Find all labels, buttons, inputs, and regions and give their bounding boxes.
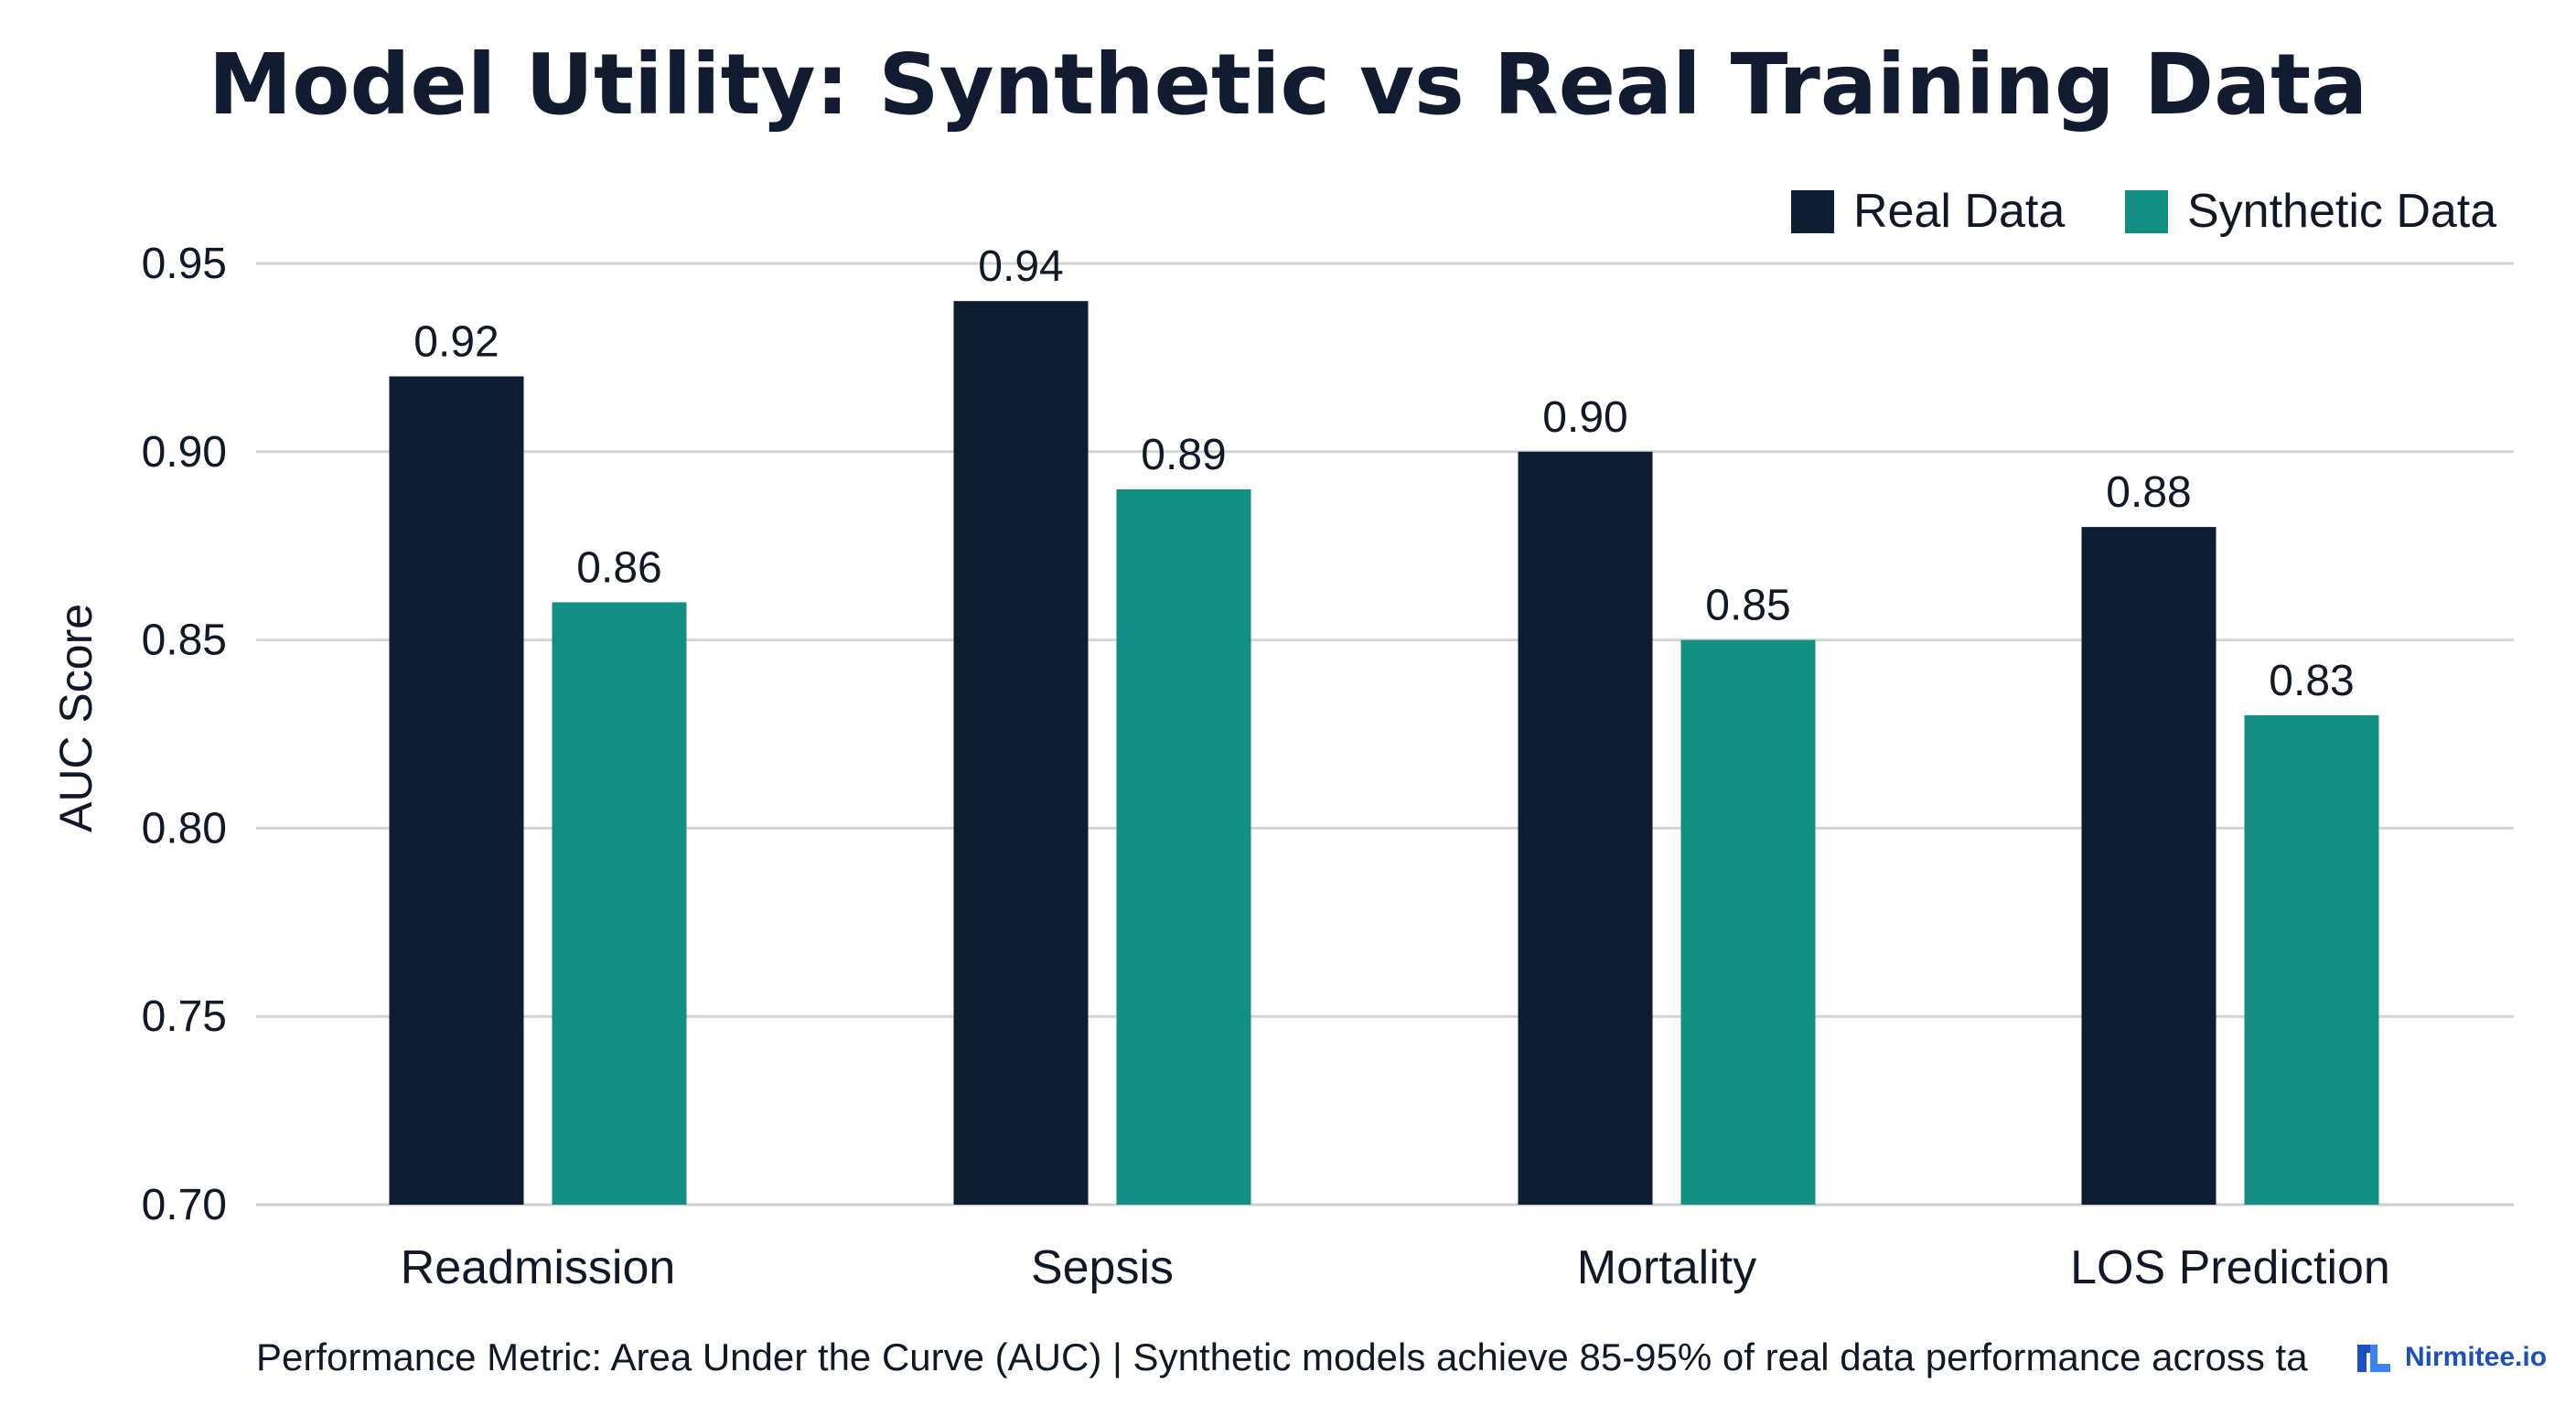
y-tick-label: 0.95 [142,240,227,288]
y-axis-label: AUC Score [50,604,102,832]
brand[interactable]: Nirmitee.io [2356,1328,2547,1387]
y-tick-label: 0.90 [142,428,227,477]
bar [2244,714,2379,1205]
footer-note: Performance Metric: Area Under the Curve… [256,1335,2308,1378]
bar [1116,488,1251,1205]
data-label: 0.83 [2269,657,2354,705]
nirmitee-logo-icon [2357,1345,2390,1372]
data-label: 0.94 [978,242,1063,291]
y-tick-label: 0.75 [142,992,227,1041]
y-tick-label: 0.80 [142,804,227,853]
bar [389,376,524,1206]
category-label: LOS Prediction [2070,1241,2390,1294]
legend-swatch [2125,190,2168,233]
data-label: 0.85 [1705,582,1790,630]
legend-label: Real Data [1853,185,2065,238]
y-tick-label: 0.70 [142,1181,227,1229]
data-label: 0.89 [1141,431,1226,479]
category-label: Mortality [1577,1241,1756,1294]
bar [2081,527,2216,1205]
y-axis-ticks: 0.70 0.75 0.80 0.85 0.90 0.95 [142,240,227,1229]
bar [1680,639,1816,1205]
bar [1518,451,1653,1205]
x-axis-categories: Readmission Sepsis Mortality LOS Prediction [401,1241,2390,1294]
legend-label: Synthetic Data [2187,185,2496,238]
chart-title: Model Utility: Synthetic vs Real Trainin… [209,36,2368,134]
bars [389,301,2379,1206]
data-label: 0.88 [2106,468,2191,517]
bar [953,301,1089,1205]
data-label: 0.92 [413,317,499,366]
brand-name: Nirmitee.io [2405,1342,2548,1372]
data-label: 0.86 [576,543,661,592]
bar [552,602,687,1205]
legend-swatch [1791,190,1834,233]
y-tick-label: 0.85 [142,617,227,665]
category-label: Sepsis [1031,1241,1174,1294]
data-label: 0.90 [1542,393,1627,442]
category-label: Readmission [401,1241,676,1294]
data-labels: 0.92 0.86 0.94 0.89 0.90 0.85 0.88 0.83 [413,242,2354,705]
legend: Real Data Synthetic Data [1791,185,2496,238]
